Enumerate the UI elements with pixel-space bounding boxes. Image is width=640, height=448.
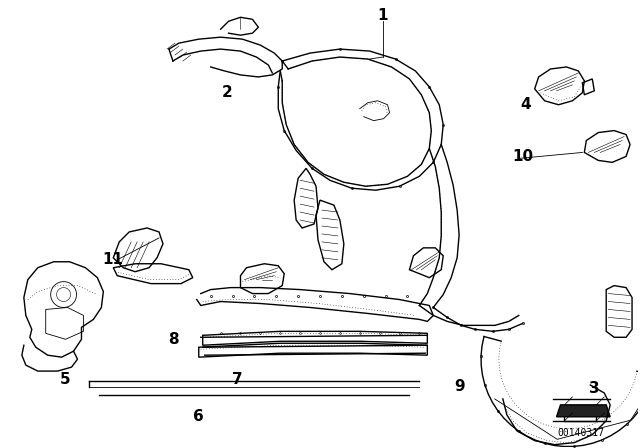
Text: 9: 9 [454,379,465,395]
Text: 1: 1 [378,8,388,23]
Text: 2: 2 [222,85,233,100]
Text: 4: 4 [520,97,531,112]
Text: 6: 6 [193,409,204,424]
Polygon shape [557,405,610,417]
Text: 00140317: 00140317 [557,428,604,438]
Text: 8: 8 [168,332,179,347]
Text: 5: 5 [60,371,71,387]
Text: 11: 11 [103,252,124,267]
Text: 10: 10 [512,149,533,164]
Text: 7: 7 [232,371,243,387]
Text: 3: 3 [589,381,600,396]
